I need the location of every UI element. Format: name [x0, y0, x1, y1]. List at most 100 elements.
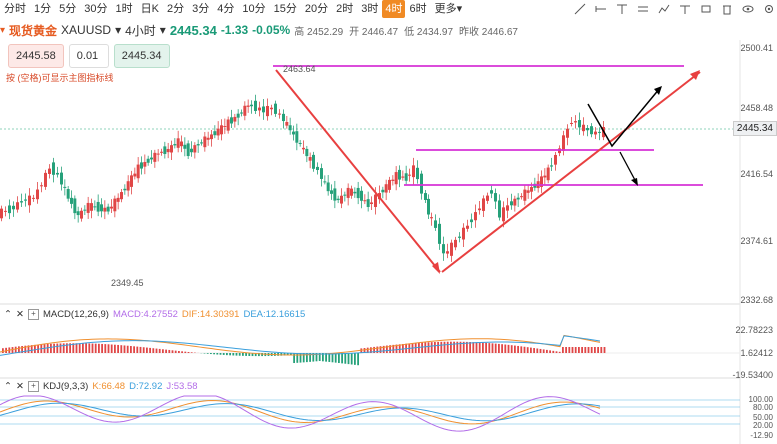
candle-body [76, 211, 80, 216]
timeframe-5[interactable]: 日K [140, 3, 159, 15]
timeframe-7[interactable]: 3分 [192, 3, 210, 15]
candle-body [288, 125, 292, 131]
timeframe-6[interactable]: 2分 [166, 3, 185, 15]
candle-body [520, 196, 523, 198]
macd-bar [21, 346, 23, 353]
macd-bar [523, 346, 526, 353]
candle-body [323, 181, 327, 183]
timeframe-1[interactable]: 1分 [34, 3, 52, 15]
timeframe-13[interactable]: 3时 [361, 3, 379, 15]
macd-bar [251, 353, 254, 357]
expand-icon[interactable]: + [27, 309, 39, 320]
timeframe-8[interactable]: 4分 [217, 3, 235, 15]
candle-body [466, 225, 469, 229]
macd-bar [203, 353, 206, 354]
macd-bar [149, 347, 151, 353]
line-draw-icon[interactable] [574, 3, 586, 15]
macd-bar [162, 349, 164, 353]
period-label[interactable]: 4小时 [125, 23, 156, 38]
close-icon[interactable]: ✕ [15, 381, 24, 392]
candle-body [370, 202, 373, 205]
candle-body [366, 199, 370, 207]
timeframe-9[interactable]: 10分 [242, 3, 266, 15]
macd-name[interactable]: MACD(12,26,9) [42, 309, 109, 320]
y-tick: 2458.48 [740, 103, 773, 113]
candle-body [586, 127, 589, 131]
macd-bar [517, 345, 519, 353]
macd-bar [434, 341, 436, 353]
buy-price-button[interactable]: 2445.34 [113, 44, 170, 68]
macd-bar [98, 343, 100, 353]
candle-body [103, 207, 107, 212]
candle-body [36, 189, 39, 200]
chevron-down-icon[interactable]: ▾ [115, 23, 122, 37]
symbol-name[interactable]: 现货黄金 [9, 23, 58, 38]
chevron-down-icon[interactable]: ▾ [0, 24, 6, 36]
kdj-name[interactable]: KDJ(9,3,3) [42, 381, 89, 392]
candle-body [446, 251, 449, 254]
candle-body [274, 103, 277, 114]
macd-bar [590, 347, 593, 353]
eye-icon[interactable] [742, 3, 754, 15]
close-icon[interactable]: ✕ [15, 309, 24, 320]
ray-icon[interactable] [616, 3, 628, 15]
macd-bar [587, 347, 590, 353]
stat-item: 开 2446.47 [349, 26, 399, 38]
macd-bar [139, 346, 142, 353]
stat-item: 低 2434.97 [404, 26, 454, 38]
macd-bar [286, 353, 289, 356]
delete-icon[interactable] [721, 3, 733, 15]
settings-icon[interactable] [763, 3, 775, 15]
eraser-icon[interactable] [700, 3, 712, 15]
dea-value: DEA:12.16615 [243, 309, 306, 320]
macd-bar [584, 347, 587, 353]
macd-bar [453, 341, 455, 353]
candle-body [590, 126, 593, 135]
candle-body [40, 185, 43, 187]
timeframe-0[interactable]: 分时 [4, 3, 26, 15]
hline-icon[interactable] [595, 3, 607, 15]
quantity-input[interactable]: 0.01 [68, 44, 109, 68]
chevron-up-icon[interactable]: ⌃ [4, 309, 12, 320]
projection-path-up [587, 87, 661, 148]
candle-body [462, 227, 465, 240]
expand-icon[interactable]: + [27, 381, 39, 392]
candle-body [193, 145, 197, 153]
pencil-icon[interactable] [679, 3, 691, 15]
timeframe-3[interactable]: 30分 [84, 3, 108, 15]
candle-body [254, 100, 257, 111]
macd-bar [373, 346, 375, 353]
macd-bar [568, 347, 571, 353]
timeframe-11[interactable]: 20分 [304, 3, 329, 15]
candle-body [513, 198, 517, 206]
candle-body [156, 153, 160, 155]
timeframe-14[interactable]: 4时 [382, 0, 406, 18]
macd-bar [430, 342, 433, 353]
sell-price-button[interactable]: 2445.58 [8, 44, 64, 68]
timeframe-16[interactable]: 更多▾ [434, 3, 463, 15]
macd-bar [398, 344, 401, 353]
ruler-icon[interactable] [658, 3, 670, 15]
chevron-up-icon[interactable]: ⌃ [4, 381, 12, 392]
macd-bar [514, 345, 516, 353]
price-change-pct: -0.05% [252, 23, 291, 37]
candle-body [526, 190, 530, 193]
macd-bar [178, 350, 180, 353]
symbol-code[interactable]: XAUUSD [61, 23, 112, 37]
timeframe-10[interactable]: 15分 [273, 3, 297, 15]
macd-bar [382, 345, 385, 353]
candle-body [166, 148, 170, 153]
macd-bar [600, 347, 603, 353]
timeframe-15[interactable]: 6时 [409, 3, 427, 15]
candle-body [183, 144, 187, 149]
timeframe-2[interactable]: 5分 [59, 3, 77, 15]
chevron-down-icon[interactable]: ▾ [159, 23, 166, 37]
candle-body [353, 191, 357, 194]
candle-body [543, 175, 547, 178]
kdj-axis-tick: -12.90 [750, 431, 773, 440]
candle-body [233, 116, 237, 122]
timeframe-4[interactable]: 1时 [115, 3, 133, 15]
text-icon[interactable] [637, 3, 649, 15]
timeframe-12[interactable]: 2时 [336, 3, 354, 15]
